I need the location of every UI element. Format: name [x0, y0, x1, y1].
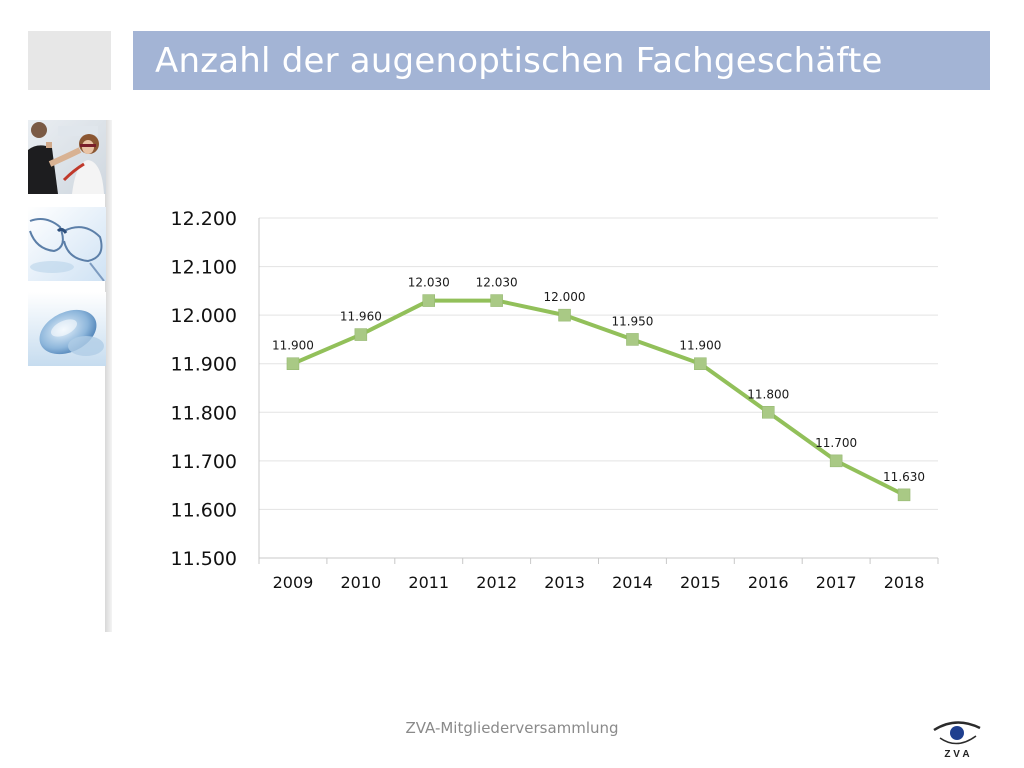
y-tick-label: 11.700 [171, 451, 237, 473]
data-label: 11.900 [272, 339, 314, 353]
data-label: 11.700 [815, 436, 857, 450]
data-point [762, 406, 775, 419]
series-line [292, 298, 905, 497]
data-point [626, 333, 639, 346]
logo-text: Z V A [944, 749, 969, 760]
data-point [829, 454, 843, 468]
y-tick-label: 11.800 [171, 402, 237, 424]
data-point [286, 357, 300, 370]
data-point [897, 488, 911, 502]
eyeglasses-photo [28, 207, 106, 281]
data-label: 12.030 [476, 276, 518, 290]
y-tick-label: 11.600 [171, 499, 237, 521]
title-bar: Anzahl der augenoptischen Fachgeschäfte [133, 31, 990, 90]
page-title: Anzahl der augenoptischen Fachgeschäfte [155, 40, 883, 81]
optician-fitting-photo [28, 120, 106, 194]
data-label: 12.000 [544, 290, 586, 304]
footer-text: ZVA-Mitgliederversammlung [405, 719, 619, 737]
data-label: 11.900 [679, 339, 721, 353]
x-tick-label: 2010 [340, 573, 381, 592]
side-divider [105, 120, 112, 632]
data-label: 11.960 [340, 310, 382, 324]
x-tick-label: 2009 [273, 573, 314, 592]
data-label: 11.950 [611, 314, 653, 328]
x-tick-label: 2014 [612, 573, 653, 592]
y-tick-label: 12.200 [171, 208, 237, 230]
x-tick-label: 2013 [544, 573, 585, 592]
corner-box [28, 31, 111, 90]
data-label: 11.630 [883, 470, 925, 484]
zva-logo: Z V A [930, 712, 985, 762]
eye-logo-icon [950, 726, 964, 740]
x-tick-label: 2016 [748, 573, 789, 592]
x-tick-label: 2015 [680, 573, 721, 592]
y-tick-label: 12.100 [171, 257, 237, 279]
x-tick-label: 2011 [408, 573, 449, 592]
line-chart: 11.500 11.600 11.700 11.800 11.900 12.000 12.1… [150, 195, 950, 610]
y-tick-label: 12.000 [171, 305, 237, 327]
data-point [490, 294, 503, 307]
y-tick-label: 11.500 [171, 548, 237, 570]
data-point [558, 308, 571, 322]
y-tick-label: 11.900 [171, 354, 237, 376]
contact-lens-photo [28, 292, 106, 366]
data-label: 11.800 [747, 387, 789, 401]
data-point [354, 328, 368, 341]
data-point [422, 294, 435, 307]
data-point [694, 357, 707, 370]
x-tick-label: 2012 [476, 573, 517, 592]
x-tick-label: 2017 [816, 573, 857, 592]
data-label: 12.030 [408, 276, 450, 290]
chart-svg: 11.500 11.600 11.700 11.800 11.900 12.000 12.1… [171, 208, 939, 592]
x-tick-label: 2018 [884, 573, 925, 592]
